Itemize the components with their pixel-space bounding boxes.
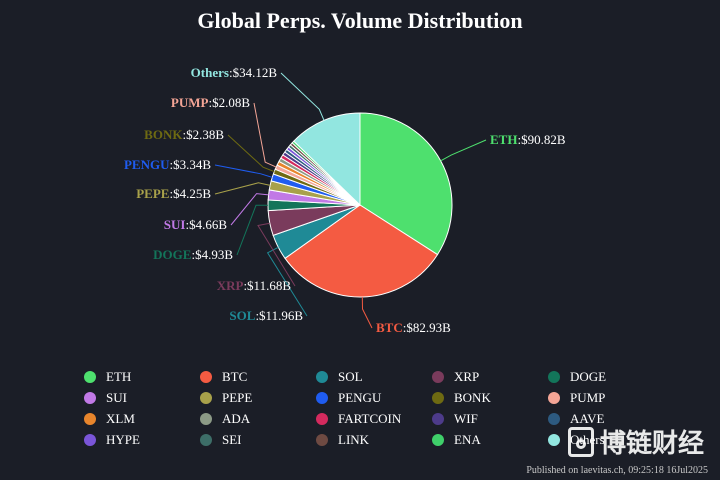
legend-item-xrp[interactable]: XRP [432, 369, 548, 384]
pie-slices [267, 112, 453, 298]
callout-label-xrp: XRP:$11.68B [217, 278, 292, 293]
legend-swatch-icon [432, 392, 444, 404]
legend-item-link[interactable]: LINK [316, 432, 432, 447]
legend-swatch-icon [316, 413, 328, 425]
callout-line-xrp [257, 222, 296, 287]
legend-item-ena[interactable]: ENA [432, 432, 548, 447]
legend-label: SOL [338, 369, 363, 384]
legend-label: BTC [222, 369, 248, 384]
legend-label: PEPE [222, 390, 253, 405]
legend-label: SUI [106, 390, 127, 405]
callout-line-doge [236, 204, 268, 256]
legend-label: DOGE [570, 369, 607, 384]
legend-label: HYPE [106, 432, 140, 447]
callout-label-bonk: BONK:$2.38B [144, 127, 224, 142]
legend-item-doge[interactable]: DOGE [548, 369, 664, 384]
legend-swatch-icon [548, 371, 560, 383]
legend-item-pump[interactable]: PUMP [548, 390, 664, 405]
legend-label: LINK [338, 432, 370, 447]
legend-swatch-icon [84, 392, 96, 404]
legend-label: AAVE [570, 411, 605, 426]
callout-label-pump: PUMP:$2.08B [171, 95, 250, 110]
callout-label-doge: DOGE:$4.93B [153, 247, 233, 262]
legend-item-bonk[interactable]: BONK [432, 390, 548, 405]
legend-item-btc[interactable]: BTC [200, 369, 316, 384]
legend-label: SEI [222, 432, 242, 447]
legend-swatch-icon [316, 371, 328, 383]
legend-swatch-icon [548, 434, 560, 446]
legend-swatch-icon [84, 413, 96, 425]
callout-line-bonk [227, 134, 275, 173]
callout-label-pengu: PENGU:$3.34B [124, 157, 211, 172]
callout-label-sui: SUI:$4.66B [164, 217, 228, 232]
legend-label: BONK [454, 390, 491, 405]
chart-title: Global Perps. Volume Distribution [197, 8, 523, 33]
legend-item-fartcoin[interactable]: FARTCOIN [316, 411, 432, 426]
callout-line-pump [253, 102, 277, 168]
callout-label-eth: ETH:$90.82B [490, 132, 566, 147]
legend-swatch-icon [84, 371, 96, 383]
chart-legend: ETH BTC SOL XRP DOGE SUI PEPE PENGU BONK PUMP XLM A… [84, 369, 644, 447]
legend-swatch-icon [200, 392, 212, 404]
callout-label-others: Others:$34.12B [191, 65, 278, 80]
legend-label: ETH [106, 369, 132, 384]
legend-label: ENA [454, 432, 481, 447]
published-footer: Published on laevitas.ch, 09:25:18 16Jul… [526, 465, 708, 476]
watermark-logo-icon [567, 426, 594, 457]
legend-swatch-icon [432, 413, 444, 425]
pie-slice-btc [284, 204, 439, 298]
legend-swatch-icon [432, 434, 444, 446]
legend-label: WIF [454, 411, 478, 426]
legend-swatch-icon [432, 371, 444, 383]
watermark-logo: 博链财经 [567, 423, 704, 460]
pie-slice-others [293, 112, 361, 207]
pie-chart: ETH:$90.82B BTC:$82.93B SOL:$11.96B XRP:$11… [124, 65, 566, 335]
legend-item-aave[interactable]: AAVE [548, 411, 664, 426]
legend-label: XRP [454, 369, 480, 384]
callout-line-eth [440, 139, 487, 162]
legend-item-sui[interactable]: SUI [84, 390, 200, 405]
legend-swatch-icon [548, 413, 560, 425]
callout-label-sol: SOL:$11.96B [229, 308, 303, 323]
pie-callouts: ETH:$90.82B BTC:$82.93B SOL:$11.96B XRP:$11… [124, 65, 566, 335]
legend-item-sol[interactable]: SOL [316, 369, 432, 384]
callout-label-btc: BTC:$82.93B [376, 320, 451, 335]
legend-swatch-icon [316, 434, 328, 446]
callout-line-btc [361, 296, 373, 329]
callout-line-sol [266, 246, 308, 317]
legend-label: FARTCOIN [338, 411, 402, 426]
legend-swatch-icon [200, 371, 212, 383]
legend-item-wif[interactable]: WIF [432, 411, 548, 426]
callout-line-others [280, 72, 325, 121]
legend-item-pengu[interactable]: PENGU [316, 390, 432, 405]
legend-label: XLM [106, 411, 135, 426]
legend-item-eth[interactable]: ETH [84, 369, 200, 384]
callout-line-sui [230, 193, 269, 226]
callout-label-pepe: PEPE:$4.25B [136, 186, 211, 201]
legend-label: PUMP [570, 390, 606, 405]
watermark-text: 博链财经 [599, 429, 704, 459]
legend-item-hype[interactable]: HYPE [84, 432, 200, 447]
legend-swatch-icon [316, 392, 328, 404]
legend-label: PENGU [338, 390, 382, 405]
callout-line-pengu [214, 164, 273, 178]
legend-item-pepe[interactable]: PEPE [200, 390, 316, 405]
legend-item-xlm[interactable]: XLM [84, 411, 200, 426]
legend-swatch-icon [200, 434, 212, 446]
legend-swatch-icon [200, 413, 212, 425]
legend-swatch-icon [548, 392, 560, 404]
legend-item-ada[interactable]: ADA [200, 411, 316, 426]
callout-line-pepe [214, 182, 271, 195]
legend-swatch-icon [84, 434, 96, 446]
legend-label: ADA [222, 411, 251, 426]
legend-item-sei[interactable]: SEI [200, 432, 316, 447]
